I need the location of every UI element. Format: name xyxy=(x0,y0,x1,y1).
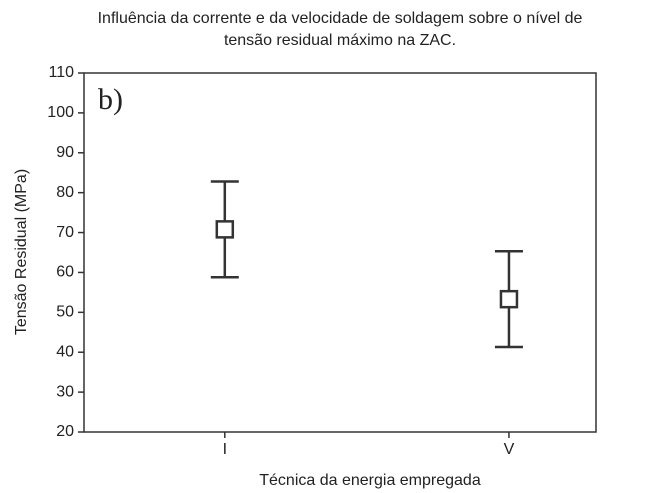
mean-marker xyxy=(215,220,235,239)
y-tick-label: 90 xyxy=(56,144,74,161)
chart-title: tensão residual máximo na ZAC. xyxy=(224,32,456,49)
y-tick-label: 20 xyxy=(56,423,74,440)
x-tick-label: V xyxy=(504,441,515,458)
annotation: b) xyxy=(98,83,123,116)
mean-marker xyxy=(499,289,519,309)
y-tick-label: 30 xyxy=(56,383,74,400)
y-tick-label: 110 xyxy=(48,64,74,81)
y-tick-label: 80 xyxy=(56,184,74,201)
y-tick-label: 50 xyxy=(56,304,74,321)
x-tick-label: I xyxy=(223,441,227,458)
y-tick-label: 40 xyxy=(56,343,74,360)
plot-frame xyxy=(83,72,597,433)
chart-title: Influência da corrente e da velocidade d… xyxy=(98,10,583,27)
y-axis-label: Tensão Residual (MPa) xyxy=(13,169,30,335)
x-axis-label: Técnica da energia empregada xyxy=(259,472,481,489)
y-tick-label: 60 xyxy=(56,264,74,281)
y-tick-label: 70 xyxy=(56,224,74,241)
y-tick-label: 100 xyxy=(47,104,74,121)
